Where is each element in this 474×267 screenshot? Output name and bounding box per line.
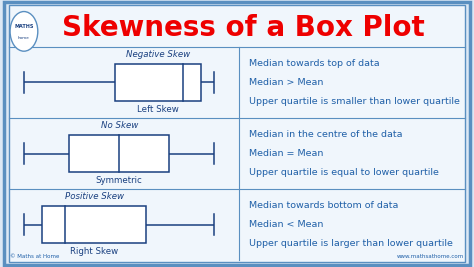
Text: Left Skew: Left Skew <box>137 105 179 114</box>
Text: Upper quartile is equal to lower quartile: Upper quartile is equal to lower quartil… <box>249 168 439 177</box>
Text: No Skew: No Skew <box>100 121 138 130</box>
Text: Upper quartile is larger than lower quartile: Upper quartile is larger than lower quar… <box>249 239 453 249</box>
Text: © Maths at Home: © Maths at Home <box>10 254 60 259</box>
Text: Symmetric: Symmetric <box>96 176 143 185</box>
Text: Median = Mean: Median = Mean <box>249 149 323 158</box>
Text: Skewness of a Box Plot: Skewness of a Box Plot <box>62 14 424 42</box>
Bar <box>115 64 201 101</box>
Text: MATHS: MATHS <box>14 23 34 29</box>
Bar <box>42 206 146 243</box>
Text: Median in the centre of the data: Median in the centre of the data <box>249 130 402 139</box>
Text: Positive Skew: Positive Skew <box>65 193 124 201</box>
Text: Right Skew: Right Skew <box>70 247 118 256</box>
Bar <box>69 135 169 172</box>
Text: home: home <box>18 36 30 40</box>
Circle shape <box>10 11 38 51</box>
Text: Median towards top of data: Median towards top of data <box>249 58 380 68</box>
Text: www.mathsathome.com: www.mathsathome.com <box>396 254 464 259</box>
Text: Median towards bottom of data: Median towards bottom of data <box>249 201 398 210</box>
Text: Median > Mean: Median > Mean <box>249 78 323 87</box>
Text: Negative Skew: Negative Skew <box>126 50 190 59</box>
Text: Median < Mean: Median < Mean <box>249 220 323 229</box>
Text: Upper quartile is smaller than lower quartile: Upper quartile is smaller than lower qua… <box>249 97 460 106</box>
